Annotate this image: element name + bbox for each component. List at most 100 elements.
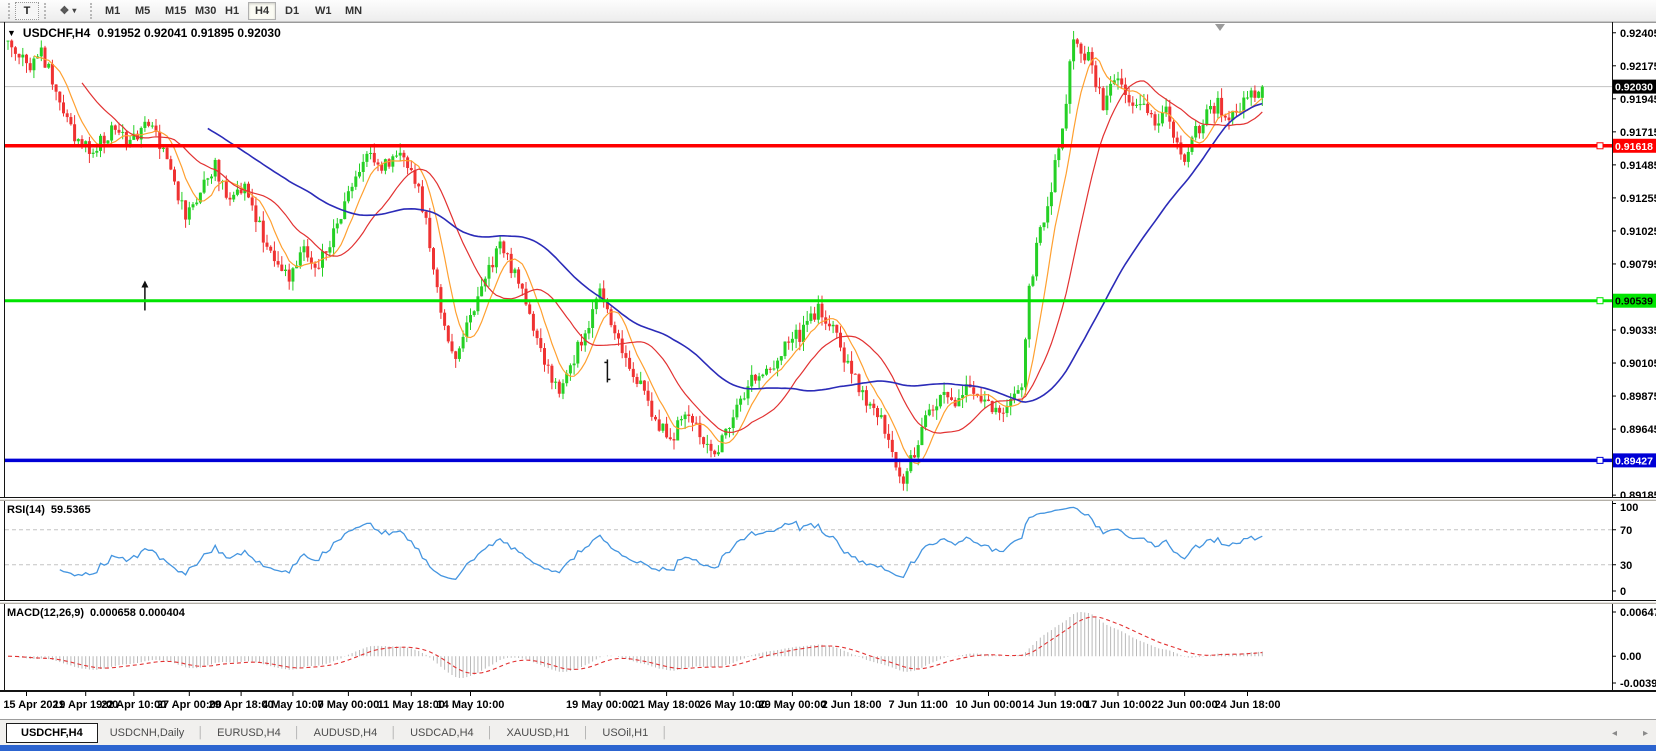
timeframe-button-m15[interactable]: M15 [158,2,186,20]
tab-usdcnh-daily[interactable]: USDCNH,Daily [109,726,185,739]
svg-text:0.00: 0.00 [1620,651,1641,663]
macd-panel[interactable]: 0.00647 0.00 -0.003916 MACD(12,26,9) 0.000… [0,604,1656,691]
timeframe-button-mn[interactable]: MN [338,2,366,20]
svg-text:2 Jun 18:00: 2 Jun 18:00 [822,699,882,711]
tab-scroll-left-icon[interactable]: ◂ [1611,727,1617,739]
svg-text:21 May 18:00: 21 May 18:00 [633,699,701,711]
candles [6,30,1264,492]
rsi-value: 59.5365 [50,504,91,516]
collapse-icon[interactable]: ▼ [7,28,16,38]
text-tool-button[interactable]: T [15,1,39,20]
svg-text:0.91715: 0.91715 [1620,127,1656,139]
svg-text:0.91945: 0.91945 [1620,94,1656,106]
price-box-resistance: 0.91618 [1613,138,1656,153]
rsi-line [59,506,1263,580]
svg-text:30: 30 [1620,560,1632,572]
up-arrow-object[interactable] [141,280,149,311]
svg-text:10 Jun 00:00: 10 Jun 00:00 [955,699,1021,711]
price-box-mid-support: 0.90539 [1613,293,1656,308]
tab-audusd-h4[interactable]: AUDUSD,H4 [313,726,378,739]
svg-text:0.91618: 0.91618 [1615,141,1653,153]
svg-text:19 May 00:00: 19 May 00:00 [566,699,634,711]
chart-shift-marker[interactable] [1215,24,1225,31]
toolbar-grip [90,2,92,19]
svg-text:4 May 10:00: 4 May 10:00 [262,699,324,711]
tab-nav: ◂ ▸ [1612,720,1648,746]
macd-axis: 0.00647 0.00 -0.003916 [1612,607,1656,690]
rsi-name: RSI(14) [7,504,45,516]
svg-text:100: 100 [1620,502,1638,514]
svg-text:0.89427: 0.89427 [1615,455,1653,467]
panel-splitter[interactable] [0,498,1656,501]
svg-text:11 May 18:00: 11 May 18:00 [378,699,445,711]
tab-separator: │ [486,726,494,739]
price-axis: 0.92405 0.92175 0.91945 0.91715 0.91485 0.912… [1612,28,1656,498]
svg-text:0.91485: 0.91485 [1620,160,1656,172]
tab-separator: │ [293,726,301,739]
tab-usoil-h1[interactable]: USOil,H1 [602,726,649,739]
svg-text:14 May 10:00: 14 May 10:00 [437,699,505,711]
rsi-label: RSI(14) 59.5365 [7,504,91,516]
svg-text:29 May 00:00: 29 May 00:00 [758,699,826,711]
tab-separator: │ [661,726,669,739]
hline-mid-support[interactable] [5,297,1612,305]
tab-usdcad-h4[interactable]: USDCAD,H4 [410,726,474,739]
main-chart[interactable]: 0.92405 0.92175 0.91945 0.91715 0.91485 0.912… [0,22,1656,498]
tab-separator: │ [390,726,398,739]
macd-name: MACD(12,26,9) [7,607,85,619]
svg-text:0.92175: 0.92175 [1620,61,1656,73]
time-axis[interactable]: 15 Apr 2021 19 Apr 19:00 22 Apr 10:00 27 Ap… [0,691,1656,719]
svg-text:22 Apr 10:00: 22 Apr 10:00 [101,699,166,711]
chart-title: ▼ USDCHF,H4 0.91952 0.92041 0.91895 0.92… [7,26,281,40]
timeframe-button-h1[interactable]: H1 [218,2,246,20]
svg-text:26 May 10:00: 26 May 10:00 [699,699,767,711]
svg-text:70: 70 [1620,525,1632,537]
timeframe-button-m1[interactable]: M1 [98,2,126,20]
timeframe-toolbar: M1 M5 M15 M30 H1 H4 D1 W1 MN [97,1,367,20]
main-chart-panel[interactable]: 0.92405 0.92175 0.91945 0.91715 0.91485 0.912… [0,22,1656,498]
svg-text:0.92405: 0.92405 [1620,28,1656,40]
toolbar-grip [8,2,10,19]
objects-icon: ❖ [59,5,70,17]
timeframe-button-m30[interactable]: M30 [188,2,216,20]
timeframe-button-m5[interactable]: M5 [128,2,156,20]
chart-symbol-label: USDCHF,H4 [22,26,91,40]
svg-text:0.89875: 0.89875 [1620,391,1656,403]
price-box-support: 0.89427 [1613,453,1656,468]
timeframe-button-w1[interactable]: W1 [308,2,336,20]
svg-text:22 Jun 00:00: 22 Jun 00:00 [1152,699,1218,711]
macd-values: 0.000658 0.000404 [90,607,185,619]
svg-text:-0.003916: -0.003916 [1620,678,1656,690]
svg-text:0.90539: 0.90539 [1615,296,1653,308]
hline-resistance[interactable] [5,142,1612,150]
macd-signal-line [7,616,1263,674]
timeframe-button-h4[interactable]: H4 [248,1,276,20]
svg-text:14 Jun 19:00: 14 Jun 19:00 [1022,699,1088,711]
objects-dropdown-button[interactable]: ❖ ▾ [51,2,85,20]
svg-text:0.89645: 0.89645 [1620,424,1656,436]
svg-text:7 May 00:00: 7 May 00:00 [318,699,380,711]
tab-separator: │ [197,726,205,739]
hline-support[interactable] [5,456,1612,464]
tab-xauusd-h1[interactable]: XAUUSD,H1 [506,726,570,739]
rsi-panel[interactable]: 100 70 30 0 RSI(14) 59.5365 [0,501,1656,601]
timeframe-button-d1[interactable]: D1 [278,2,306,20]
svg-text:29 Apr 18:00: 29 Apr 18:00 [209,699,274,711]
chevron-down-icon: ▾ [72,6,77,15]
chart-tab-bar: USDCHF,H4 USDCNH,Daily │ EURUSD,H4 │ AUDUSD,H… [0,719,1656,745]
tab-eurusd-h4[interactable]: EURUSD,H4 [217,726,281,739]
svg-text:0.90795: 0.90795 [1620,259,1656,271]
tab-usdchf-h4[interactable]: USDCHF,H4 [6,722,98,743]
macd-chart: 0.00647 0.00 -0.003916 [0,604,1656,691]
tab-separator: │ [582,726,590,739]
panel-splitter[interactable] [0,601,1656,604]
tab-scroll-right-icon[interactable]: ▸ [1642,727,1648,739]
toolbar: T ❖ ▾ M1 M5 M15 M30 H1 H4 D1 W1 MN [0,0,1656,22]
svg-text:19 Apr 19:00: 19 Apr 19:00 [53,699,118,711]
ohlc-bar-object[interactable] [604,359,611,383]
svg-text:0.90105: 0.90105 [1620,358,1656,370]
svg-text:0.89185: 0.89185 [1620,490,1656,498]
ma-55 [207,102,1263,403]
